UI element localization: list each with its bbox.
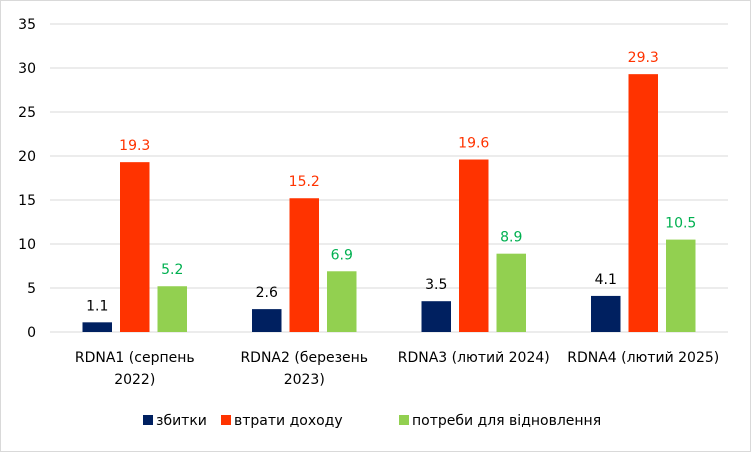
data-label: 8.9 (500, 230, 522, 246)
bar (327, 271, 357, 332)
data-label: 19.3 (119, 138, 150, 154)
legend-label: збитки (156, 413, 207, 429)
y-tick-label: 35 (18, 17, 36, 33)
data-label: 5.2 (161, 262, 183, 278)
bar (82, 322, 112, 332)
data-label: 10.5 (665, 216, 696, 232)
y-tick-label: 5 (27, 281, 36, 297)
bar (591, 295, 621, 332)
bar (421, 301, 451, 332)
y-tick-label: 0 (27, 325, 36, 341)
bars (82, 74, 696, 332)
y-tick-label: 25 (18, 105, 36, 121)
y-tick-label: 10 (18, 237, 36, 253)
data-label: 29.3 (628, 50, 659, 66)
legend-swatch (143, 415, 153, 425)
data-label: 2.6 (256, 285, 278, 301)
legend-swatch (221, 415, 231, 425)
bar (666, 239, 696, 332)
legend-label: потреби для відновлення (412, 413, 601, 429)
y-tick-label: 30 (18, 61, 36, 77)
bar (120, 162, 150, 332)
x-axis: RDNA1 (серпень 2022) RDNA2 (березень 2023) R… (75, 350, 719, 388)
x-category-label: 2022) (114, 372, 155, 388)
x-category-label: RDNA1 (серпень (75, 350, 195, 366)
data-label: 6.9 (331, 247, 353, 263)
bar (157, 286, 187, 332)
y-tick-label: 20 (18, 149, 36, 165)
bar (628, 74, 658, 332)
data-label: 15.2 (289, 174, 320, 190)
bar (252, 309, 282, 332)
bar (289, 198, 319, 332)
y-axis: 0 5 10 15 20 25 30 35 (18, 17, 36, 341)
bar (496, 253, 526, 332)
x-category-label: RDNA3 (лютий 2024) (398, 350, 550, 366)
x-category-label: 2023) (284, 372, 325, 388)
gridlines (50, 23, 728, 333)
x-category-label: RDNA2 (березень (240, 350, 368, 366)
data-label: 3.5 (425, 277, 447, 293)
y-tick-label: 15 (18, 193, 36, 209)
data-labels: 1.1 19.3 5.2 2.6 15.2 6.9 3.5 19.6 8.9 4.1 29.3 10.… (86, 50, 696, 314)
data-label: 19.6 (458, 136, 489, 152)
legend-label: втрати доходу (234, 413, 343, 429)
legend: збитки втрати доходу потреби для відновлен… (143, 413, 601, 429)
bar (459, 159, 489, 332)
x-category-label: RDNA4 (лютий 2025) (567, 350, 719, 366)
data-label: 4.1 (595, 272, 617, 288)
legend-swatch (399, 415, 409, 425)
data-label: 1.1 (86, 298, 108, 314)
